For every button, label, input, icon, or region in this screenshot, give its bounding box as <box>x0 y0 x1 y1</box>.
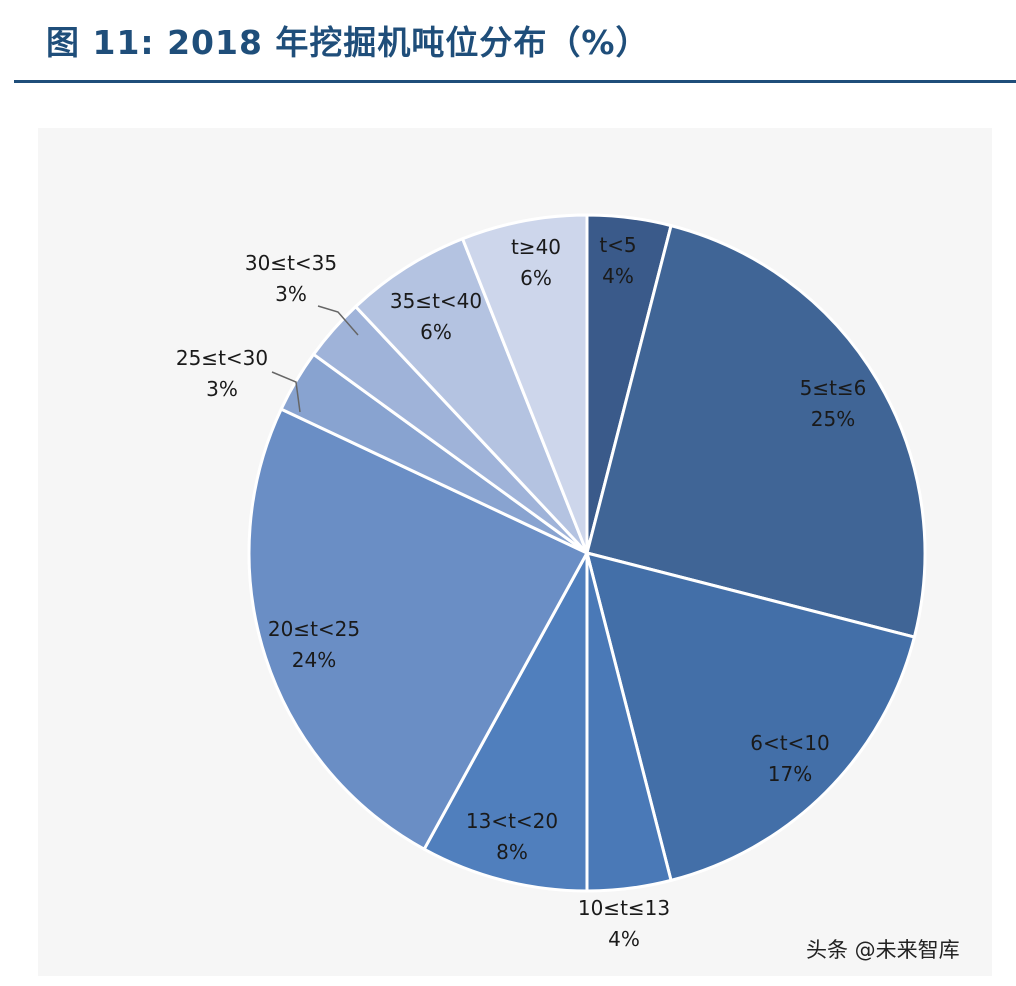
slice-label-4: 13<t<20 8% <box>466 809 558 864</box>
slice-value-label: 3% <box>275 282 307 306</box>
slice-category-label: 25≤t<30 <box>176 346 268 370</box>
slice-value-label: 3% <box>206 377 238 401</box>
watermark-text: 头条 @未来智库 <box>806 938 960 962</box>
pie-slice-2 <box>584 550 917 883</box>
slice-value-label: 24% <box>292 648 336 672</box>
slice-value-label: 4% <box>602 264 634 288</box>
slice-category-label: 20≤t<25 <box>268 617 360 641</box>
slice-category-label: 5≤t≤6 <box>800 376 867 400</box>
slice-category-label: 6<t<10 <box>750 731 830 755</box>
slice-value-label: 8% <box>496 840 528 864</box>
slice-category-label: t≥40 <box>511 235 561 259</box>
slice-category-label: t<5 <box>599 233 636 257</box>
leader-line-7 <box>317 305 359 336</box>
slice-value-label: 6% <box>520 266 552 290</box>
pie-slice-5 <box>247 407 590 852</box>
pie-slice-8 <box>353 236 589 555</box>
slice-label-8: 35≤t<40 6% <box>390 289 482 344</box>
slice-label-9: t≥40 6% <box>511 235 561 290</box>
slice-label-7: 30≤t<35 3% <box>245 251 337 306</box>
slice-category-label: 35≤t<40 <box>390 289 482 313</box>
title-divider <box>14 80 1016 83</box>
slice-label-6: 25≤t<30 3% <box>176 346 268 401</box>
pie-slice-1 <box>585 223 927 639</box>
slice-value-label: 4% <box>608 927 640 951</box>
slice-category-label: 13<t<20 <box>466 809 558 833</box>
slice-label-5: 20≤t<25 24% <box>268 617 360 672</box>
slice-value-label: 25% <box>811 407 855 431</box>
slice-value-label: 17% <box>768 762 812 786</box>
pie-slice-4 <box>422 552 589 893</box>
pie-slice-9 <box>460 213 589 554</box>
slice-label-2: 6<t<10 17% <box>750 731 830 786</box>
slice-value-label: 6% <box>420 320 452 344</box>
slice-label-3: 10≤t≤13 4% <box>578 896 670 951</box>
slice-label-0: t<54% <box>599 233 636 288</box>
slice-category-label: 30≤t<35 <box>245 251 337 275</box>
leader-line-6 <box>271 371 301 413</box>
slice-category-label: 10≤t≤13 <box>578 896 670 920</box>
chart-title: 图 11: 2018 年挖掘机吨位分布（%） <box>46 23 650 62</box>
slice-label-1: 5≤t≤6 25% <box>800 376 867 431</box>
